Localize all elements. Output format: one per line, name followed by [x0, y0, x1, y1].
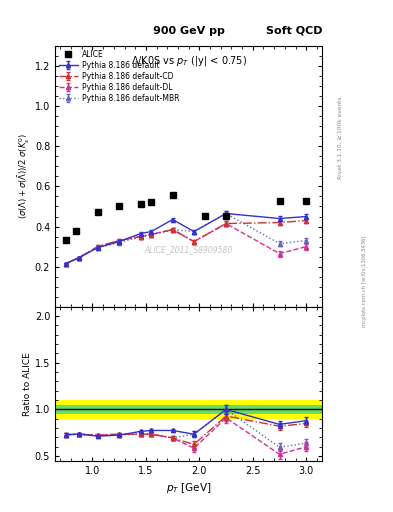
Text: $\Lambda$/K0S vs $p_{T}$ (|y| < 0.75): $\Lambda$/K0S vs $p_{T}$ (|y| < 0.75) — [130, 54, 247, 68]
Text: ALICE_2011_S8909580: ALICE_2011_S8909580 — [145, 245, 233, 254]
Text: mcplots.cern.ch [arXiv:1306.3436]: mcplots.cern.ch [arXiv:1306.3436] — [362, 236, 367, 327]
Legend: ALICE, Pythia 8.186 default, Pythia 8.186 default-CD, Pythia 8.186 default-DL, P: ALICE, Pythia 8.186 default, Pythia 8.18… — [57, 48, 181, 104]
Bar — [55, 405, 322, 414]
X-axis label: $p_{T}$ [GeV]: $p_{T}$ [GeV] — [166, 481, 211, 495]
Text: Rivet 3.1.10, ≥ 100k events: Rivet 3.1.10, ≥ 100k events — [338, 97, 343, 180]
Y-axis label: $(\sigma(\Lambda)+\sigma(\bar{\Lambda}))/2\ \sigma(K^{0}_{s})$: $(\sigma(\Lambda)+\sigma(\bar{\Lambda}))… — [17, 134, 32, 219]
Text: 900 GeV pp: 900 GeV pp — [153, 26, 224, 36]
Y-axis label: Ratio to ALICE: Ratio to ALICE — [23, 352, 32, 416]
Bar — [55, 400, 322, 419]
Text: Soft QCD: Soft QCD — [266, 26, 322, 36]
